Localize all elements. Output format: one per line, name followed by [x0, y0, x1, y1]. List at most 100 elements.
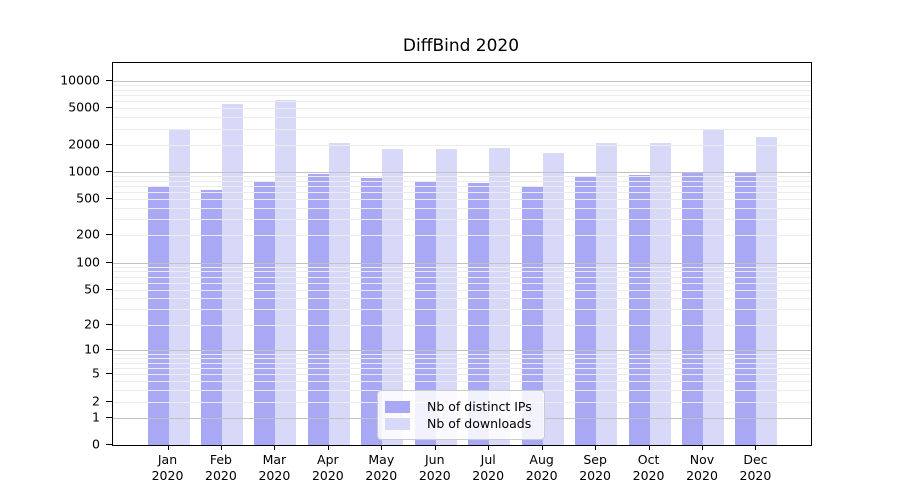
- x-tick-label-jul: Jul 2020: [472, 452, 505, 483]
- y-tick-label: 10: [84, 341, 100, 357]
- minor-gridline: [113, 235, 811, 237]
- minor-gridline: [113, 368, 811, 370]
- x-tick-label-aug: Aug 2020: [525, 452, 558, 483]
- minor-gridline: [113, 282, 811, 284]
- x-tick-mark: [755, 445, 757, 450]
- bar-downloads-jul: [489, 147, 511, 445]
- minor-gridline: [113, 289, 811, 291]
- bar-downloads-jun: [435, 148, 457, 445]
- minor-gridline: [113, 101, 811, 103]
- y-tick-label: 5: [92, 365, 100, 381]
- y-tick-mark: [106, 198, 112, 200]
- legend-swatch-distinct-ips: [385, 400, 410, 413]
- legend-swatch-downloads: [385, 417, 410, 430]
- x-tick-label-oct: Oct 2020: [632, 452, 665, 483]
- x-tick-label-mar: Mar 2020: [258, 452, 291, 483]
- x-tick-label-feb: Feb 2020: [205, 452, 237, 483]
- y-tick-label: 1000: [68, 163, 100, 179]
- bar-downloads-may: [382, 148, 404, 445]
- y-tick-label: 500: [76, 190, 100, 206]
- minor-gridline: [113, 374, 811, 376]
- x-tick-label-apr: Apr 2020: [311, 452, 344, 483]
- y-tick-label: 200: [76, 226, 100, 242]
- legend: Nb of distinct IPs Nb of downloads: [377, 390, 545, 440]
- x-tick-mark: [648, 445, 650, 450]
- bar-ips-nov: [682, 171, 703, 445]
- chart-title: DiffBind 2020: [402, 36, 520, 56]
- bar-downloads-jan: [168, 128, 190, 445]
- x-tick-label-dec: Dec 2020: [739, 452, 772, 483]
- bar-downloads-feb: [221, 103, 243, 445]
- y-tick-label: 100: [76, 254, 100, 270]
- minor-gridline: [113, 354, 811, 356]
- bar-ips-dec: [735, 171, 757, 445]
- legend-item-distinct-ips: Nb of distinct IPs: [385, 398, 534, 415]
- y-tick-mark: [106, 261, 112, 263]
- y-tick-label: 50: [84, 281, 100, 297]
- minor-gridline: [113, 276, 811, 278]
- minor-gridline: [113, 85, 811, 87]
- bar-downloads-oct: [649, 142, 671, 445]
- x-tick-mark: [702, 445, 703, 450]
- bar-ips-feb: [200, 190, 222, 445]
- y-tick-mark: [106, 171, 112, 173]
- bar-ips-jun: [414, 182, 436, 445]
- bar-ips-may: [361, 177, 383, 445]
- x-tick-mark: [327, 445, 329, 450]
- minor-gridline: [113, 358, 811, 360]
- minor-gridline: [113, 89, 811, 91]
- minor-gridline: [113, 117, 811, 119]
- x-tick-label-nov: Nov 2020: [686, 452, 718, 483]
- minor-gridline: [113, 180, 811, 182]
- bar-downloads-nov: [703, 129, 724, 445]
- y-tick-mark: [106, 234, 112, 236]
- y-tick-label: 0: [92, 436, 100, 452]
- bar-downloads-apr: [328, 142, 350, 445]
- x-tick-mark: [434, 445, 436, 450]
- plot-area: [112, 62, 812, 446]
- minor-gridline: [113, 144, 811, 146]
- bar-ips-jan: [147, 185, 169, 445]
- x-tick-mark: [541, 445, 543, 450]
- minor-gridline: [113, 186, 811, 188]
- minor-gridline: [113, 271, 811, 273]
- x-tick-label-sep: Sep 2020: [579, 452, 611, 483]
- y-tick-mark: [106, 349, 112, 351]
- legend-label-distinct-ips: Nb of distinct IPs: [427, 399, 532, 414]
- y-tick-label: 10000: [60, 72, 100, 88]
- bar-ips-jul: [468, 183, 490, 445]
- minor-gridline: [113, 192, 811, 194]
- bar-ips-sep: [575, 176, 597, 445]
- y-tick-mark: [106, 444, 112, 445]
- y-tick-mark: [106, 416, 112, 418]
- bar-downloads-sep: [596, 142, 618, 445]
- y-tick-mark: [106, 373, 112, 375]
- minor-gridline: [113, 95, 811, 97]
- minor-gridline: [113, 176, 811, 178]
- y-tick-mark: [106, 288, 112, 290]
- bar-ips-aug: [521, 187, 543, 445]
- x-tick-label-may: May 2020: [365, 452, 398, 483]
- major-gridline: [113, 262, 811, 264]
- major-gridline: [113, 350, 811, 352]
- minor-gridline: [113, 381, 811, 383]
- x-tick-mark: [381, 445, 383, 450]
- y-tick-label: 2: [92, 393, 100, 409]
- minor-gridline: [113, 266, 811, 268]
- legend-item-downloads: Nb of downloads: [385, 415, 534, 432]
- bar-ips-mar: [254, 180, 276, 445]
- minor-gridline: [113, 309, 811, 311]
- bar-downloads-dec: [756, 136, 778, 445]
- y-tick-mark: [106, 400, 112, 402]
- minor-gridline: [113, 108, 811, 110]
- y-tick-mark: [106, 323, 112, 325]
- y-tick-label: 1: [92, 409, 100, 425]
- x-tick-mark: [274, 445, 276, 450]
- x-tick-mark: [595, 445, 597, 450]
- minor-gridline: [113, 219, 811, 221]
- y-tick-mark: [106, 80, 112, 82]
- y-tick-label: 2000: [68, 136, 100, 152]
- legend-label-downloads: Nb of downloads: [427, 416, 532, 431]
- x-tick-label-jan: Jan 2020: [151, 452, 184, 483]
